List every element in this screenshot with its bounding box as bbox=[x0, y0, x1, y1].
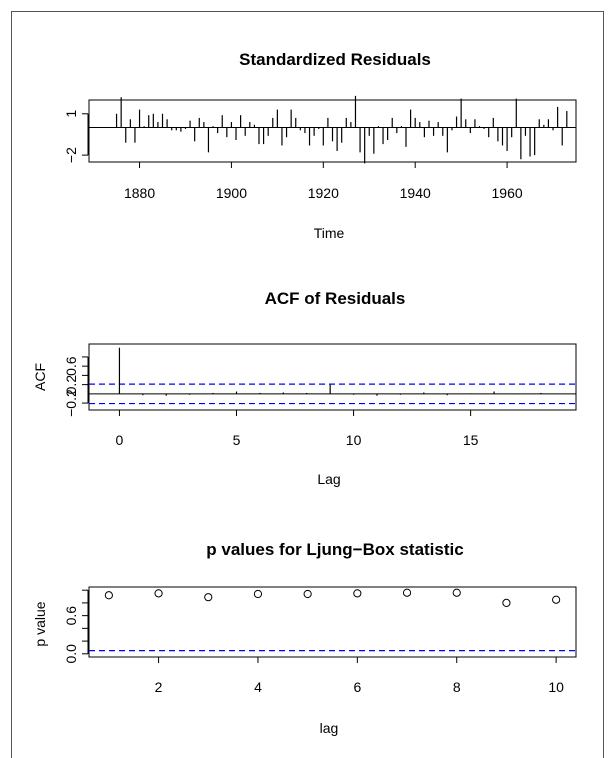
p-value-point bbox=[452, 588, 461, 597]
p-value-point bbox=[303, 589, 312, 599]
y-tick-label: 0.2 bbox=[63, 375, 79, 395]
y-tick-label: 0.6 bbox=[63, 356, 79, 376]
p-value-points bbox=[89, 588, 576, 652]
p-value-point bbox=[353, 589, 362, 598]
p-value-point bbox=[402, 588, 412, 597]
p-value-point bbox=[204, 593, 213, 602]
axes: 0 5 10 15 −0.20.20.6 bbox=[63, 356, 479, 448]
y-tick-label: −2 bbox=[63, 147, 79, 163]
x-tick-label: 2 bbox=[155, 679, 163, 695]
y-tick-label: −0.2 bbox=[63, 389, 79, 417]
p-value-point bbox=[502, 598, 511, 608]
x-axis-label: lag bbox=[320, 720, 339, 736]
x-tick-label: 10 bbox=[346, 432, 362, 448]
chart-title: Standardized Residuals bbox=[239, 50, 431, 69]
axes: 1880 1900 1920 1940 1960 −2 1 bbox=[63, 110, 523, 201]
x-axis-label: Lag bbox=[317, 471, 340, 487]
figure-frame bbox=[11, 11, 604, 758]
acf-bars bbox=[89, 347, 576, 405]
plot-box bbox=[88, 586, 577, 658]
x-tick-label: 1920 bbox=[308, 185, 339, 201]
x-tick-label: 4 bbox=[254, 679, 262, 695]
p-value-point bbox=[104, 591, 113, 600]
axes: 2 4 6 8 10 0.0 0.6 bbox=[63, 589, 564, 695]
y-axis-label: p value bbox=[32, 601, 48, 646]
x-tick-label: 0 bbox=[116, 432, 124, 448]
x-axis-label: Time bbox=[314, 225, 345, 241]
y-tick-label: 0.6 bbox=[63, 606, 79, 626]
y-tick-label: 0.0 bbox=[63, 644, 79, 664]
panel-standardized-residuals: Standardized Residuals 1880 1900 1920 1940 1… bbox=[63, 50, 577, 241]
x-tick-label: 6 bbox=[353, 679, 361, 695]
p-value-point bbox=[552, 595, 561, 604]
x-tick-label: 1960 bbox=[492, 185, 523, 201]
x-tick-label: 15 bbox=[463, 432, 479, 448]
x-tick-label: 1880 bbox=[124, 185, 155, 201]
p-value-point bbox=[253, 589, 263, 599]
residual-bars bbox=[89, 95, 576, 164]
x-tick-label: 1940 bbox=[400, 185, 431, 201]
plot-box bbox=[88, 343, 577, 411]
y-tick-label: 1 bbox=[63, 110, 79, 118]
chart-title: ACF of Residuals bbox=[265, 289, 406, 308]
p-value-point bbox=[154, 589, 163, 598]
x-tick-label: 5 bbox=[233, 432, 241, 448]
panel-acf: ACF of Residuals 0 5 10 15 −0.20.20.6 Lag AC… bbox=[32, 289, 577, 487]
x-tick-label: 1900 bbox=[216, 185, 247, 201]
chart-title: p values for Ljung−Box statistic bbox=[206, 540, 463, 559]
x-tick-label: 8 bbox=[453, 679, 461, 695]
panel-ljung-box: p values for Ljung−Box statistic 2 4 6 8 10 0… bbox=[32, 540, 577, 736]
y-axis-label: ACF bbox=[32, 363, 48, 391]
x-tick-label: 10 bbox=[548, 679, 564, 695]
